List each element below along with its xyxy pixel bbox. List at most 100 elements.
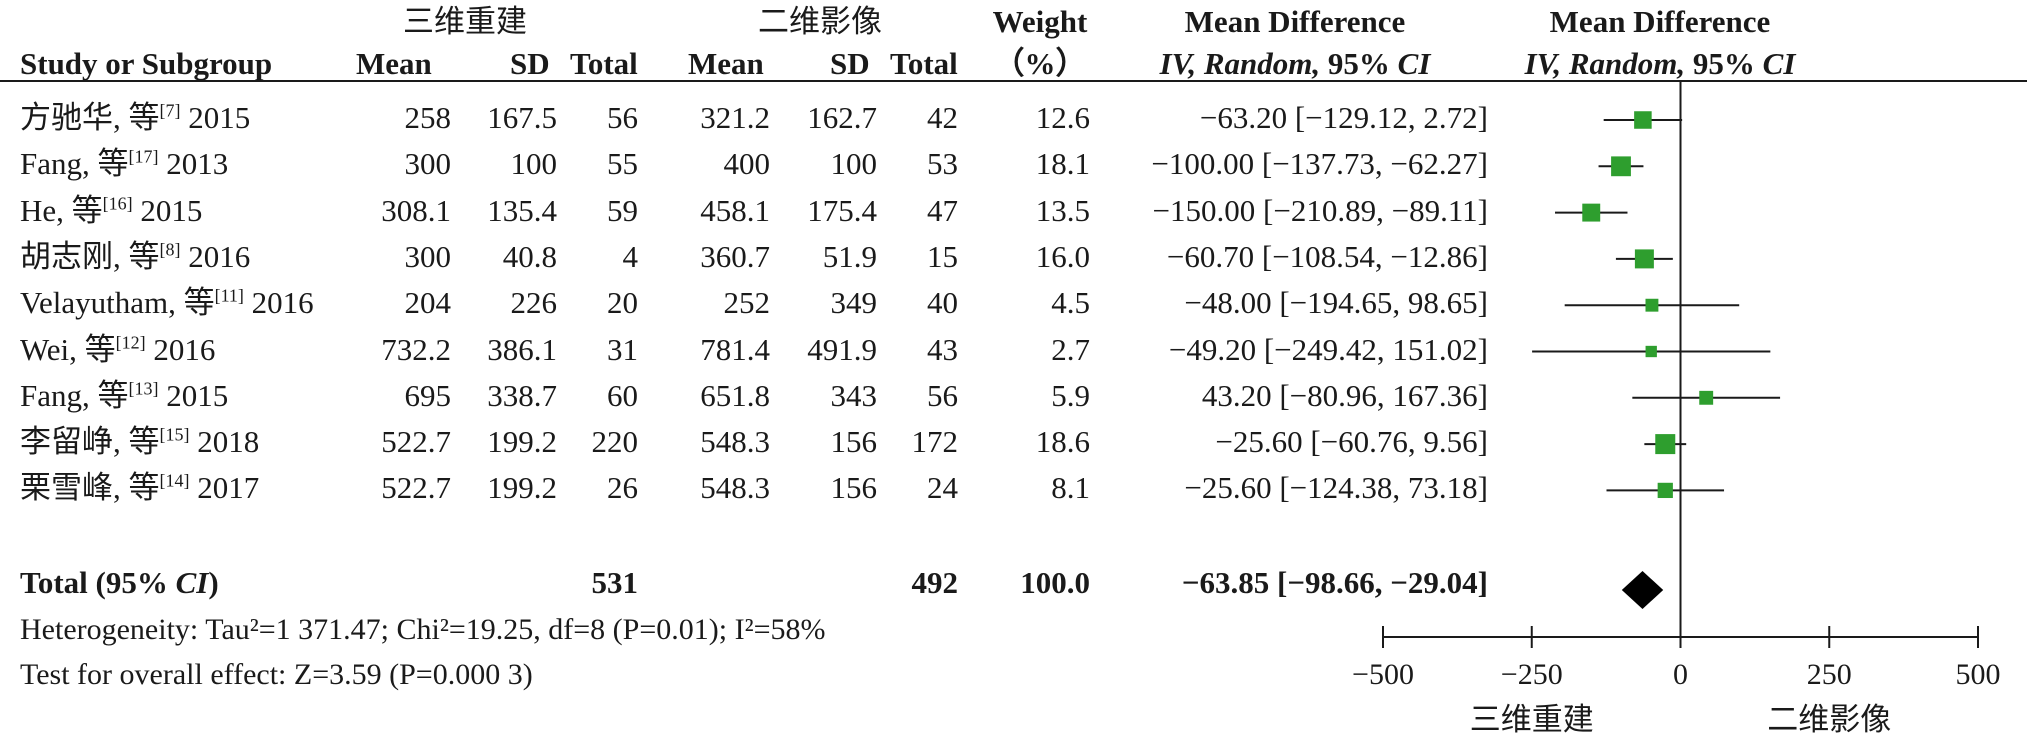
cell-sd1: 100 — [510, 146, 558, 181]
cell-sd1: 226 — [510, 285, 558, 320]
total-label-a: Total (95% — [20, 565, 176, 600]
cell-total2: 172 — [911, 424, 959, 459]
cell-mean1: 732.2 — [381, 332, 451, 367]
study-marker — [1582, 203, 1601, 222]
total-n2: 492 — [911, 565, 959, 600]
cell-mean2: 360.7 — [700, 239, 770, 274]
cell-md-ci: −100.00 [−137.73, −62.27] — [1151, 146, 1488, 181]
cell-sd2: 491.9 — [807, 332, 877, 367]
cell-total2: 15 — [927, 239, 958, 274]
x-tick-label: −500 — [1352, 658, 1414, 691]
cell-md-ci: −25.60 [−124.38, 73.18] — [1184, 470, 1488, 505]
study-name: Fang, 等 — [20, 378, 129, 413]
study-ref: [12] — [115, 332, 146, 353]
study-marker — [1645, 345, 1657, 358]
cell-sd1: 167.5 — [487, 100, 557, 135]
cell-md-ci: −150.00 [−210.89, −89.11] — [1152, 193, 1488, 228]
cell-sd1: 338.7 — [487, 378, 557, 413]
pooled-diamond — [1621, 571, 1664, 609]
study-name: Wei, 等 — [20, 332, 116, 367]
cell-study: Velayutham, 等[11] 2016 — [20, 285, 314, 321]
study-marker — [1611, 156, 1631, 177]
cell-md-ci: −25.60 [−60.76, 9.56] — [1215, 424, 1488, 459]
study-name: Fang, 等 — [20, 146, 129, 181]
cell-total1: 31 — [607, 332, 638, 367]
total-label: Total (95% CI) — [20, 565, 219, 601]
cell-total2: 56 — [927, 378, 958, 413]
col-study-header: Study or Subgroup — [20, 46, 273, 81]
study-marker — [1699, 390, 1714, 405]
weight-unit-header: （%） — [993, 46, 1087, 81]
cell-weight: 8.1 — [1051, 470, 1090, 505]
total-md: −63.85 [−98.66, −29.04] — [1181, 565, 1488, 600]
x-tick-label: 250 — [1807, 658, 1852, 691]
x-tick-label: −250 — [1501, 658, 1563, 691]
col-mean2-header: Mean — [688, 46, 764, 81]
cell-mean2: 458.1 — [700, 193, 770, 228]
cell-total2: 43 — [927, 332, 958, 367]
cell-sd2: 51.9 — [822, 239, 877, 274]
cell-mean1: 308.1 — [381, 193, 451, 228]
heterogeneity-text: Heterogeneity: Tau²=1 371.47; Chi²=19.25… — [20, 613, 826, 646]
cell-total2: 47 — [927, 193, 958, 228]
plot-method-ci: CI — [1762, 46, 1796, 81]
md-method-header: IV, Random, 95% CI — [1125, 46, 1465, 82]
cell-mean2: 548.3 — [700, 424, 770, 459]
weight-header: Weight — [992, 4, 1088, 39]
cell-total1: 220 — [591, 424, 639, 459]
study-marker — [1655, 434, 1676, 455]
plot-method-rest: 95% — [1685, 46, 1763, 81]
cell-sd1: 199.2 — [487, 424, 557, 459]
cell-md-ci: −60.70 [−108.54, −12.86] — [1166, 239, 1488, 274]
study-ref: [14] — [159, 470, 190, 491]
study-year: 2015 — [180, 100, 251, 135]
cell-sd1: 40.8 — [502, 239, 557, 274]
plot-method-header: IV, Random, 95% CI — [1490, 46, 1830, 82]
study-year: 2017 — [189, 470, 260, 505]
cell-weight: 4.5 — [1051, 285, 1090, 320]
cell-sd2: 156 — [830, 470, 878, 505]
cell-weight: 13.5 — [1035, 193, 1090, 228]
study-name: 胡志刚, 等 — [20, 239, 160, 274]
study-ref: [8] — [159, 239, 181, 260]
cell-total2: 42 — [927, 100, 958, 135]
study-year: 2015 — [158, 378, 229, 413]
cell-study: 胡志刚, 等[8] 2016 — [20, 239, 250, 275]
col-mean1-header: Mean — [356, 46, 432, 81]
cell-total1: 56 — [607, 100, 638, 135]
study-marker — [1645, 298, 1659, 312]
cell-study: 栗雪峰, 等[14] 2017 — [20, 470, 259, 506]
group1-header: 三维重建 — [403, 4, 527, 39]
cell-sd2: 156 — [830, 424, 878, 459]
cell-weight: 12.6 — [1035, 100, 1090, 135]
cell-weight: 2.7 — [1051, 332, 1090, 367]
study-ref: [16] — [102, 193, 133, 214]
cell-sd2: 162.7 — [807, 100, 877, 135]
cell-md-ci: −48.00 [−194.65, 98.65] — [1184, 285, 1488, 320]
study-name: 李留峥, 等 — [20, 424, 160, 459]
cell-mean2: 252 — [723, 285, 771, 320]
cell-md-ci: −49.20 [−249.42, 151.02] — [1168, 332, 1488, 367]
cell-mean2: 321.2 — [700, 100, 770, 135]
col-total1-header: Total — [570, 46, 638, 81]
study-marker — [1634, 111, 1652, 129]
cell-sd2: 100 — [830, 146, 878, 181]
cell-mean1: 695 — [404, 378, 452, 413]
cell-sd2: 343 — [830, 378, 878, 413]
study-ref: [7] — [159, 100, 181, 121]
header-rule — [0, 80, 2027, 82]
cell-study: Fang, 等[13] 2015 — [20, 378, 228, 414]
cell-study: 方驰华, 等[7] 2015 — [20, 100, 250, 136]
x-tick-label: 0 — [1673, 658, 1688, 691]
cell-study: He, 等[16] 2015 — [20, 193, 202, 229]
overall-effect-text: Test for overall effect: Z=3.59 (P=0.000… — [20, 658, 533, 691]
total-label-ci: CI — [175, 565, 209, 600]
axis-label-right: 二维影像 — [1767, 702, 1891, 737]
study-name: 方驰华, 等 — [20, 100, 160, 135]
cell-weight: 16.0 — [1035, 239, 1090, 274]
md-method-ital: IV, Random, — [1159, 46, 1321, 81]
study-ref: [13] — [128, 378, 159, 399]
cell-mean1: 522.7 — [381, 470, 451, 505]
cell-study: Wei, 等[12] 2016 — [20, 332, 215, 368]
